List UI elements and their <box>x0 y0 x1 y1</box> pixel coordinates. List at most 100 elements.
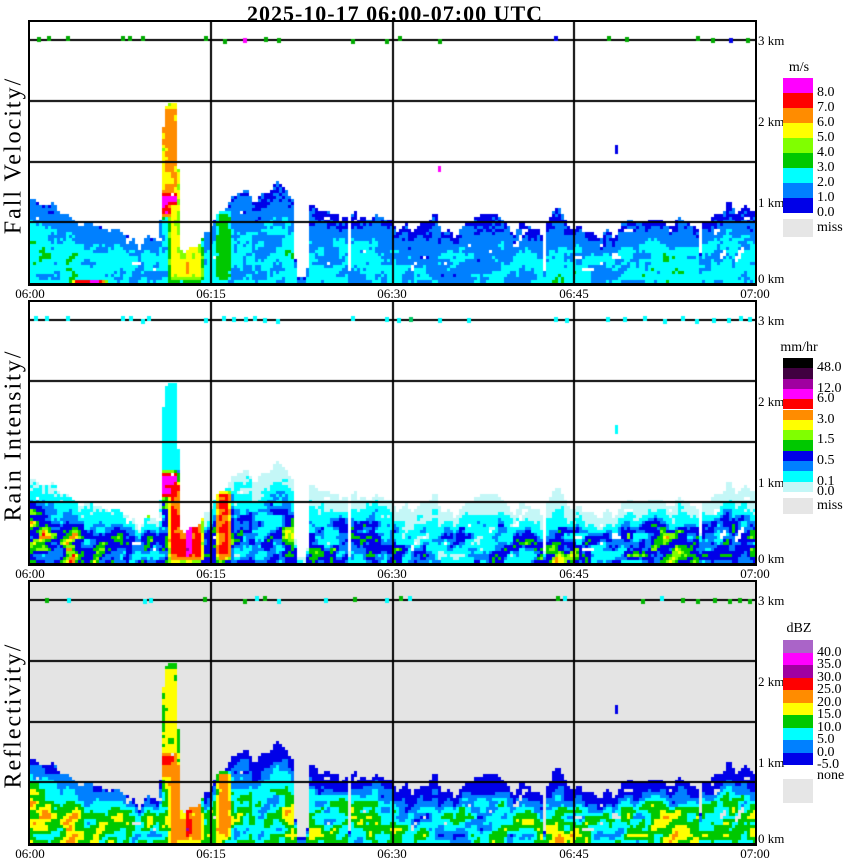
colorbar-swatch <box>783 388 813 400</box>
colorbar-tick-label: 7.0 <box>817 100 835 115</box>
km-label-3-p1: 3 km <box>758 33 785 48</box>
colorbar-swatch <box>783 652 813 665</box>
colorbar-tick-label: 6.0 <box>817 391 835 407</box>
colorbar-swatch <box>783 123 813 138</box>
colorbar-missing-swatch <box>783 219 813 237</box>
colorbar-tick-label: 4.0 <box>817 145 835 160</box>
colorbar-swatch <box>783 399 813 410</box>
xtick-0600-p3: 06:00 <box>15 846 45 861</box>
colorbar-swatch <box>783 677 813 690</box>
km-label-0-p1: 0 km <box>758 271 785 286</box>
km-label-2-p1: 2 km <box>758 114 785 129</box>
colorbar-missing-swatch <box>783 497 813 514</box>
ylabel-rain-intensity: Rain Intensity/ <box>0 349 27 522</box>
ylabel-reflectivity: Reflectivity/ <box>0 642 27 789</box>
colorbar-unit-dbz: dBZ <box>786 621 812 636</box>
colorbar-swatch <box>783 665 813 678</box>
colorbar-tick-label: 6.0 <box>817 115 835 130</box>
colorbar-swatch <box>783 450 813 461</box>
colorbar-swatch <box>783 481 813 492</box>
colorbar-swatch <box>783 78 813 93</box>
colorbar-missing-swatch <box>783 779 813 803</box>
heatmap-canvas-rain-intensity <box>30 302 755 563</box>
colorbar-tick-label: 1.5 <box>817 432 835 448</box>
colorbar-swatch <box>783 740 813 753</box>
heatmap-canvas-fall-velocity <box>30 22 755 283</box>
colorbar-unit-ms: m/s <box>788 60 810 75</box>
xtick-0645-p2: 06:45 <box>559 566 589 581</box>
km-label-1-p1: 1 km <box>758 195 785 210</box>
colorbar-swatch <box>783 690 813 703</box>
colorbar-swatch <box>783 183 813 198</box>
colorbar-tick-label: 40.0 <box>817 644 842 660</box>
colorbar-swatch <box>783 108 813 123</box>
colorbar-tick-label: 0.5 <box>817 453 835 468</box>
xtick-0615-p2: 06:15 <box>196 566 226 581</box>
colorbar-swatch <box>783 409 813 420</box>
colorbar-tick-label: 10.0 <box>817 719 842 735</box>
km-label-3-p3: 3 km <box>758 593 785 608</box>
xtick-0630-p1: 06:30 <box>377 286 407 301</box>
xtick-0600-p1: 06:00 <box>15 286 45 301</box>
panel-rain-intensity <box>28 300 757 566</box>
colorbar-missing-label: none <box>817 768 845 783</box>
panel-fall-velocity <box>28 20 757 286</box>
colorbar-tick-label: 0.1 <box>817 473 835 489</box>
colorbar-tick-label: 5.0 <box>817 130 835 145</box>
colorbar-swatch <box>783 640 813 653</box>
colorbar-swatch <box>783 93 813 108</box>
colorbar-tick-label: 5.0 <box>817 732 835 747</box>
xtick-0630-p3: 06:30 <box>377 846 407 861</box>
xtick-0700-p3: 07:00 <box>740 846 770 861</box>
colorbar-swatch <box>783 419 813 431</box>
xtick-0615-p1: 06:15 <box>196 286 226 301</box>
colorbar-swatch <box>783 138 813 153</box>
colorbar-swatch <box>783 198 813 213</box>
colorbar-tick-label: 12.0 <box>817 380 842 396</box>
colorbar-tick-label: 0.0 <box>817 744 835 760</box>
colorbar-tick-label: 3.0 <box>817 160 835 175</box>
colorbar-swatch <box>783 168 813 183</box>
xtick-0630-p2: 06:30 <box>377 566 407 581</box>
colorbar-swatch <box>783 471 813 482</box>
colorbar-swatch <box>783 358 813 369</box>
colorbar-swatch <box>783 440 813 451</box>
colorbar-tick-label: 0.0 <box>817 483 835 499</box>
colorbar-unit-mmhr: mm/hr <box>780 340 818 355</box>
colorbar-swatch <box>783 702 813 715</box>
colorbar-tick-label: -5.0 <box>817 757 840 772</box>
colorbar-missing-label: miss <box>817 220 843 235</box>
colorbar-tick-label: 25.0 <box>817 682 842 697</box>
colorbar-swatch <box>783 461 813 472</box>
xtick-0700-p1: 07:00 <box>740 286 770 301</box>
xtick-0645-p3: 06:45 <box>559 846 589 861</box>
xtick-0645-p1: 06:45 <box>559 286 589 301</box>
colorbar-tick-label: 30.0 <box>817 669 842 685</box>
colorbar-swatch <box>783 715 813 728</box>
km-label-1-p3: 1 km <box>758 755 785 770</box>
panel-reflectivity <box>28 580 757 846</box>
xtick-0700-p2: 07:00 <box>740 566 770 581</box>
km-label-2-p3: 2 km <box>758 674 785 689</box>
colorbar-tick-label: 48.0 <box>817 360 842 376</box>
heatmap-canvas-reflectivity <box>30 582 755 843</box>
colorbar-swatch <box>783 378 813 389</box>
colorbar-tick-label: 2.0 <box>817 175 835 190</box>
xtick-0600-p2: 06:00 <box>15 566 45 581</box>
colorbar-tick-label: 0.0 <box>817 205 835 220</box>
km-label-2-p2: 2 km <box>758 394 785 409</box>
km-label-3-p2: 3 km <box>758 313 785 328</box>
colorbar-swatch <box>783 752 813 765</box>
colorbar-tick-label: 3.0 <box>817 411 835 427</box>
colorbar-swatch <box>783 430 813 441</box>
km-label-0-p3: 0 km <box>758 831 785 846</box>
km-label-1-p2: 1 km <box>758 475 785 490</box>
colorbar-tick-label: 35.0 <box>817 657 842 672</box>
colorbar-missing-label: miss <box>817 497 843 513</box>
colorbar-tick-label: 8.0 <box>817 85 835 100</box>
colorbar-tick-label: 15.0 <box>817 707 842 722</box>
ylabel-fall-velocity: Fall Velocity/ <box>0 76 27 235</box>
colorbar-tick-label: 20.0 <box>817 694 842 710</box>
colorbar-swatch <box>783 727 813 740</box>
km-label-0-p2: 0 km <box>758 551 785 566</box>
